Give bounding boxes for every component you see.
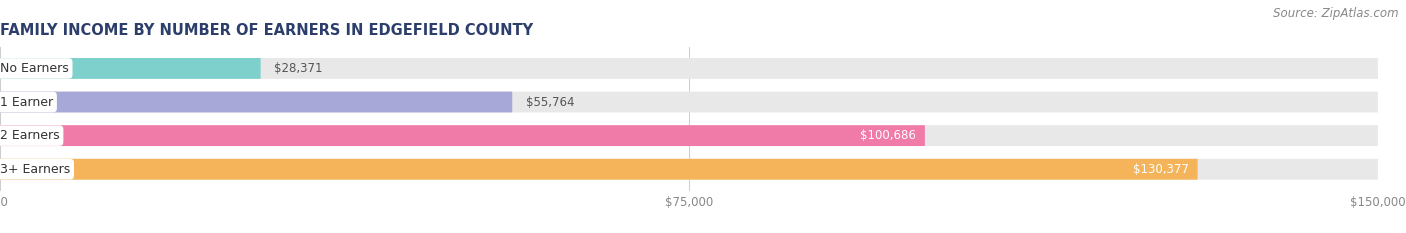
Text: 1 Earner: 1 Earner (0, 96, 53, 109)
FancyBboxPatch shape (0, 92, 1378, 113)
Text: Source: ZipAtlas.com: Source: ZipAtlas.com (1274, 7, 1399, 20)
Text: 2 Earners: 2 Earners (0, 129, 59, 142)
FancyBboxPatch shape (0, 125, 1378, 146)
FancyBboxPatch shape (0, 58, 1378, 79)
Text: $28,371: $28,371 (274, 62, 323, 75)
FancyBboxPatch shape (0, 92, 512, 113)
FancyBboxPatch shape (0, 125, 925, 146)
Text: $100,686: $100,686 (860, 129, 915, 142)
Text: $130,377: $130,377 (1133, 163, 1188, 176)
Text: 3+ Earners: 3+ Earners (0, 163, 70, 176)
FancyBboxPatch shape (0, 159, 1378, 180)
FancyBboxPatch shape (0, 159, 1198, 180)
FancyBboxPatch shape (0, 58, 260, 79)
Text: FAMILY INCOME BY NUMBER OF EARNERS IN EDGEFIELD COUNTY: FAMILY INCOME BY NUMBER OF EARNERS IN ED… (0, 24, 533, 38)
Text: No Earners: No Earners (0, 62, 69, 75)
Text: $55,764: $55,764 (526, 96, 575, 109)
